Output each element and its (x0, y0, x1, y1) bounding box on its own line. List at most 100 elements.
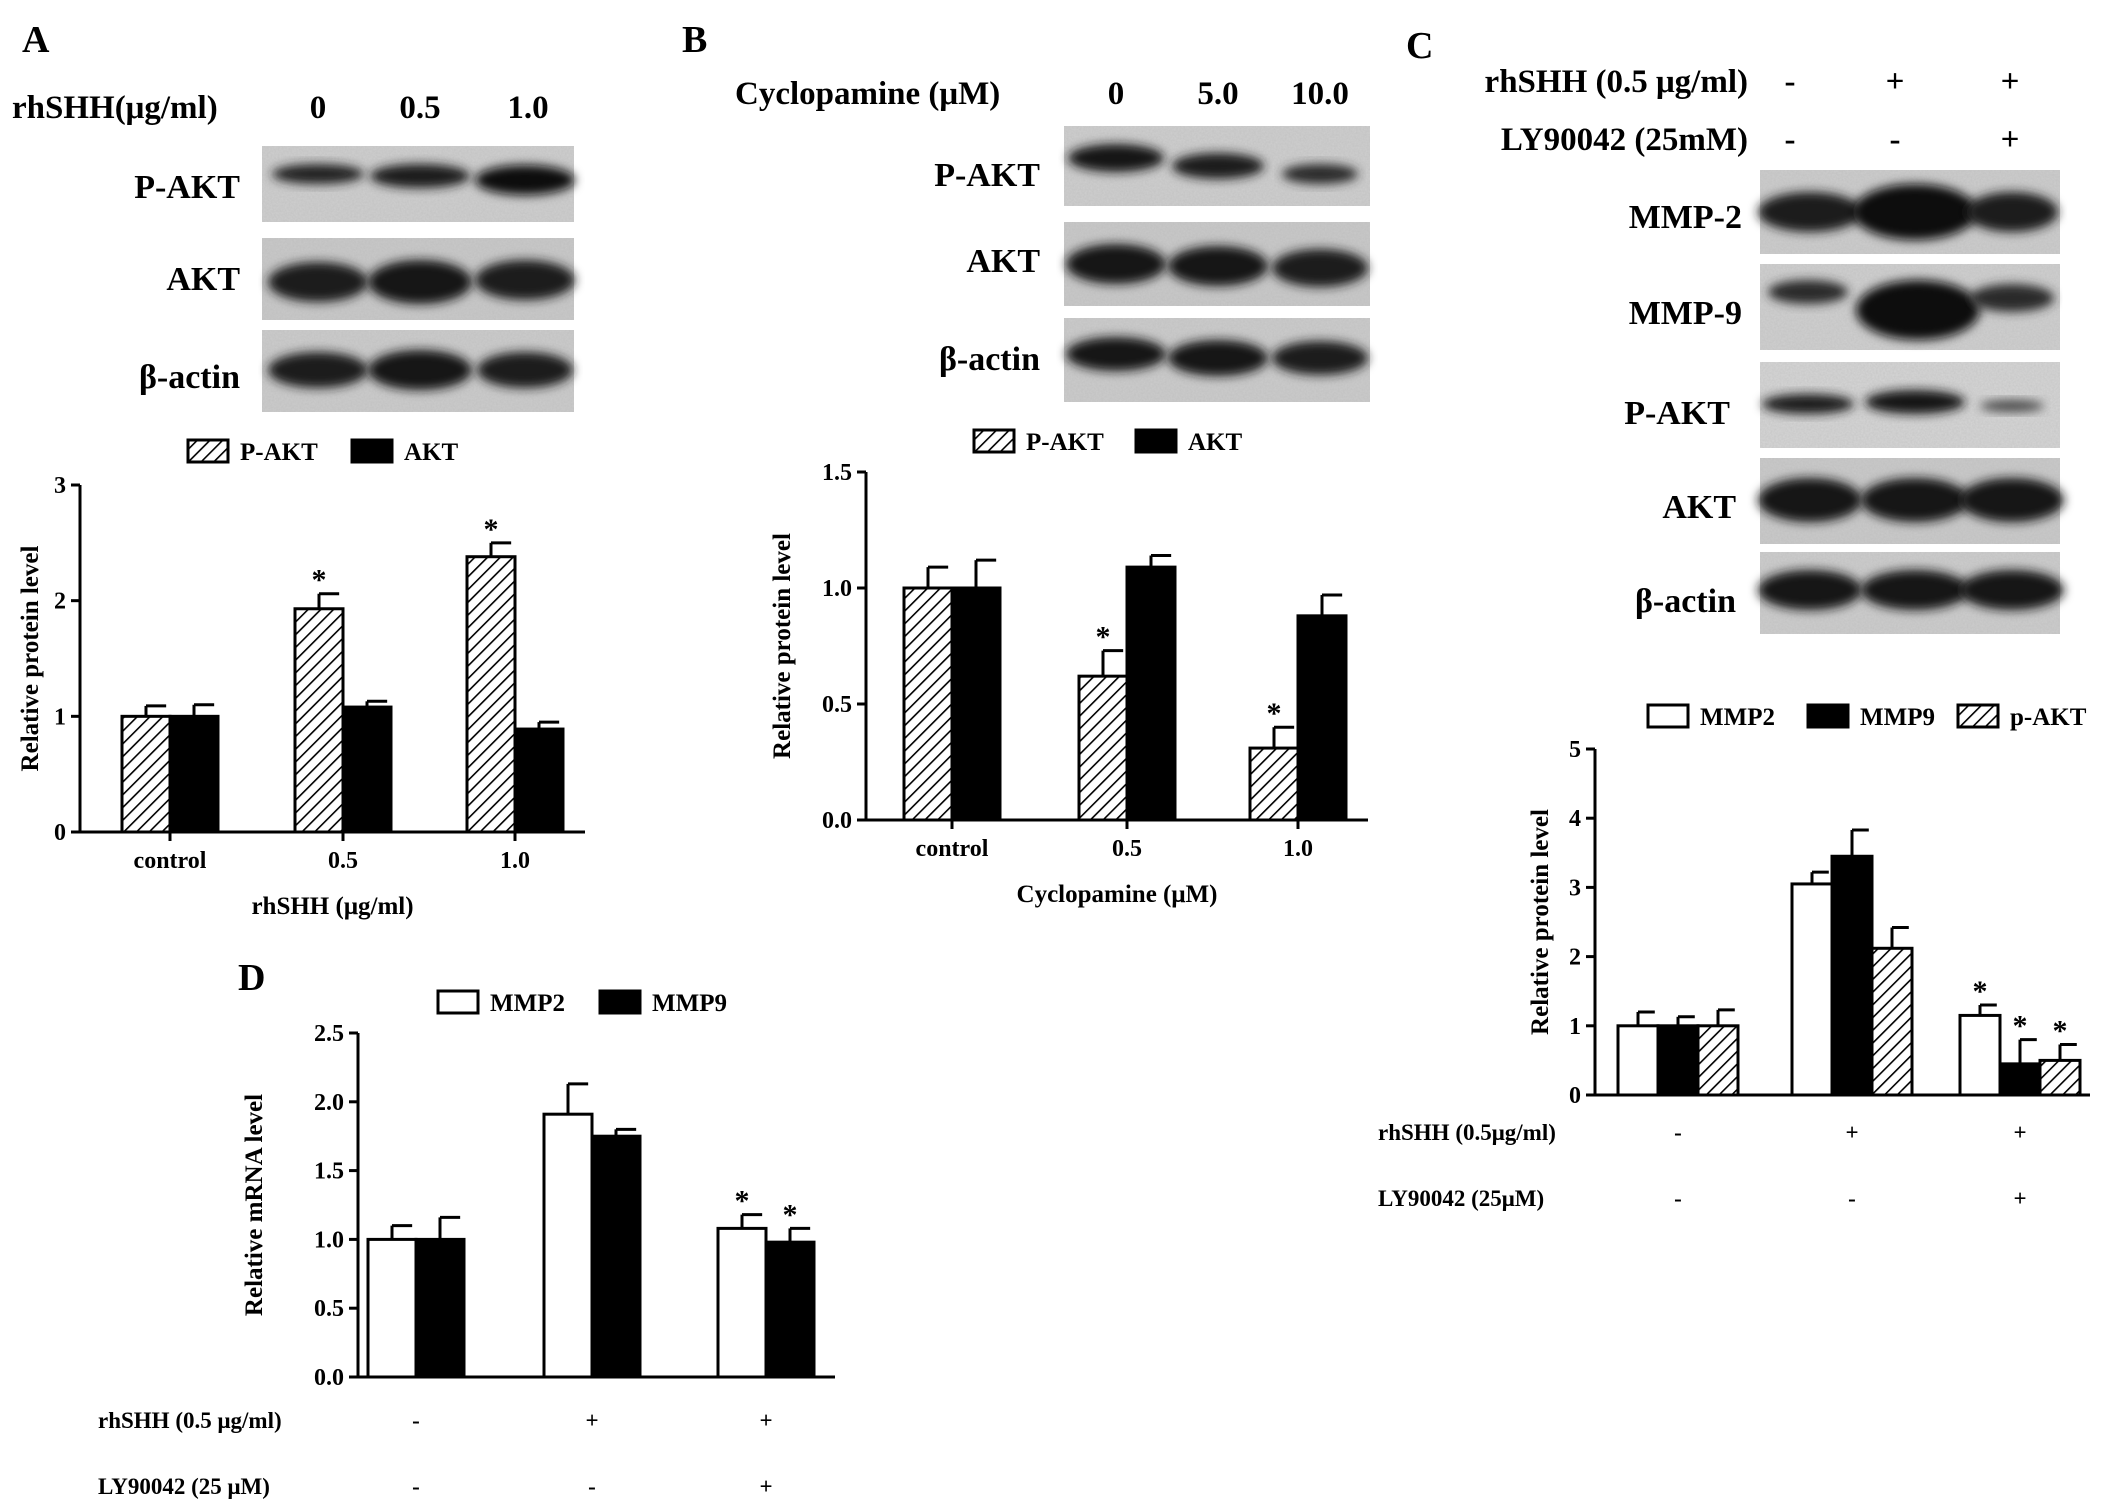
bar (1296, 614, 1348, 822)
chart-d: MMP2 MMP9 0.0 0.5 1.0 1.5 2.0 2.5 Relative mRNA … (98, 989, 835, 1499)
bar (950, 586, 1002, 822)
significance-star: * (1096, 621, 1111, 654)
legend-swatch (1646, 703, 1690, 729)
bar (366, 1237, 418, 1379)
condition-value: - (412, 1408, 420, 1433)
blot-b: Cyclopamine (μM) 0 5.0 10.0 P-AKT AKT β-… (735, 76, 1370, 402)
condition-value: + (2013, 1120, 2026, 1145)
y-tick-label: 0 (54, 820, 66, 846)
blot-a-strip (262, 330, 574, 412)
legend-swatch (598, 989, 642, 1015)
y-tick-label: 1 (54, 704, 66, 730)
significance-star: * (484, 513, 499, 546)
condition-value: + (1845, 1120, 1858, 1145)
y-axis-label: Relative mRNA level (241, 1094, 268, 1316)
bar (1958, 1013, 2002, 1097)
blot-c-row-label: rhSHH (0.5 μg/ml) (1485, 64, 1748, 100)
blot-c-row-value: + (1886, 64, 1905, 100)
blot-b-header-value: 0 (1108, 76, 1125, 112)
significance-star: * (2013, 1010, 2028, 1043)
legend: P-AKT AKT (972, 428, 1243, 456)
condition-value: + (2013, 1186, 2026, 1211)
bar (168, 714, 220, 834)
y-tick-label: 0.5 (822, 692, 852, 718)
x-axis-label: rhSHH (μg/ml) (251, 893, 413, 920)
bar (590, 1134, 642, 1379)
blot-c-strip (1760, 264, 2060, 350)
blot-b-header-value: 10.0 (1291, 76, 1349, 112)
chart-b: P-AKT AKT 0.0 0.5 1.0 1.5 Relative protein lev… (769, 428, 1368, 908)
y-tick-label: 2 (1569, 945, 1581, 971)
panel-d: D MMP2 MMP9 0.0 0.5 1.0 1.5 2.0 2.5 Relative mRN… (98, 957, 835, 1499)
y-axis-label: Relative protein level (1527, 809, 1554, 1035)
blot-a-header-value: 0.5 (399, 90, 440, 126)
significance-star: * (2053, 1014, 2068, 1047)
blot-a-band-label: P-AKT (134, 169, 240, 206)
bar (2038, 1058, 2082, 1097)
blot-a-band-label: β-actin (139, 359, 240, 396)
blot-a-header-value: 0 (310, 90, 327, 126)
bar (764, 1240, 816, 1379)
legend-swatch (972, 428, 1016, 454)
y-tick-label: 0.5 (314, 1296, 344, 1322)
bar (1696, 1024, 1740, 1097)
blot-c-band-label: β-actin (1635, 583, 1736, 620)
bar (1616, 1024, 1660, 1097)
blot-b-header-value: 5.0 (1197, 76, 1238, 112)
blot-b-band-label: β-actin (939, 341, 1040, 378)
blot-c-strip (1758, 552, 2064, 634)
y-tick-label: 1.5 (314, 1159, 344, 1185)
significance-star: * (1973, 975, 1988, 1008)
blot-c-row-value: - (1785, 64, 1796, 100)
condition-value: - (1674, 1186, 1682, 1211)
x-axis-label: Cyclopamine (μM) (1017, 881, 1218, 908)
blot-c: rhSHH (0.5 μg/ml) - + + LY90042 (25mM) -… (1485, 64, 2064, 634)
y-tick-label: 5 (1569, 737, 1581, 763)
legend-swatch (1806, 703, 1850, 729)
legend-label: MMP9 (652, 990, 727, 1017)
legend-swatch (436, 989, 480, 1015)
legend: MMP2 MMP9 (436, 989, 727, 1017)
y-tick-label: 2.0 (314, 1090, 344, 1116)
significance-star: * (783, 1198, 798, 1231)
blot-c-row-value: + (2001, 64, 2020, 100)
bar (902, 586, 954, 822)
blot-c-row-value: - (1785, 122, 1796, 158)
blot-b-band-label: P-AKT (934, 157, 1040, 194)
blot-c-row-value: + (2001, 122, 2020, 158)
legend-label: AKT (404, 439, 459, 466)
blot-c-strip (1758, 170, 2060, 254)
condition-value: - (1848, 1186, 1856, 1211)
condition-value: - (588, 1474, 596, 1499)
blot-a-strip (262, 146, 575, 222)
legend-swatch (1134, 428, 1178, 454)
legend-label: p-AKT (2010, 704, 2087, 731)
bar (1870, 946, 1914, 1097)
blot-b-band-label: AKT (966, 243, 1040, 280)
panel-label-c: C (1406, 25, 1433, 67)
condition-label: LY90042 (25 μM) (98, 1474, 270, 1499)
chart-c: MMP2 MMP9 p-AKT 0 1 2 3 4 5 Relative protein leve… (1378, 703, 2090, 1211)
x-tick-label: 0.5 (1112, 836, 1142, 862)
panel-c: C rhSHH (0.5 μg/ml) - + + LY90042 (25mM)… (1378, 25, 2090, 1211)
bar (1077, 674, 1129, 822)
y-axis-label: Relative protein level (17, 546, 44, 772)
y-tick-label: 3 (1569, 875, 1581, 901)
condition-label: rhSHH (0.5 μg/ml) (98, 1408, 282, 1433)
y-tick-label: 2.5 (314, 1021, 344, 1047)
blot-c-band-label: MMP-9 (1629, 295, 1742, 332)
panel-a: A rhSHH(μg/ml) 0 0.5 1.0 P-AKT AKT β-act… (12, 19, 585, 920)
y-tick-label: 3 (54, 473, 66, 499)
bar (716, 1226, 768, 1379)
y-tick-label: 0.0 (822, 808, 852, 834)
blot-a-strip (262, 238, 575, 320)
legend-swatch (350, 438, 394, 464)
y-tick-label: 0.0 (314, 1365, 344, 1391)
blot-b-strip (1064, 126, 1370, 206)
legend-label: AKT (1188, 429, 1243, 456)
blot-b-strip (1064, 318, 1370, 402)
bar (465, 555, 517, 834)
legend: MMP2 MMP9 p-AKT (1646, 703, 2087, 731)
legend-label: MMP2 (1700, 704, 1775, 731)
